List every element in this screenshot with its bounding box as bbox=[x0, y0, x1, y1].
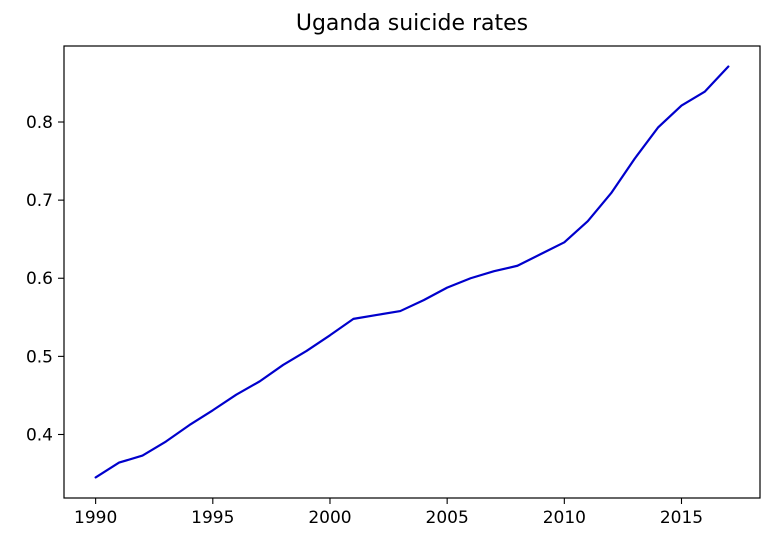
chart-title: Uganda suicide rates bbox=[295, 11, 529, 36]
x-tick-label: 2000 bbox=[308, 508, 351, 528]
y-tick-label: 0.7 bbox=[26, 191, 53, 211]
y-tick-label: 0.4 bbox=[26, 425, 53, 445]
y-tick-label: 0.5 bbox=[26, 347, 53, 367]
y-axis: 0.4 0.5 0.6 0.7 0.8 bbox=[26, 113, 64, 445]
series-layer bbox=[94, 65, 730, 479]
x-tick-label: 2015 bbox=[660, 508, 703, 528]
x-axis: 1990 1995 2000 2005 2010 2015 bbox=[74, 498, 703, 528]
x-tick-label: 1990 bbox=[74, 508, 117, 528]
y-tick-label: 0.8 bbox=[26, 113, 53, 133]
x-tick-label: 2010 bbox=[543, 508, 586, 528]
plot-frame bbox=[63, 45, 761, 499]
y-tick-label: 0.6 bbox=[26, 269, 53, 289]
x-tick-label: 1995 bbox=[191, 508, 234, 528]
series-line bbox=[94, 65, 730, 479]
x-tick-label: 2005 bbox=[426, 508, 469, 528]
